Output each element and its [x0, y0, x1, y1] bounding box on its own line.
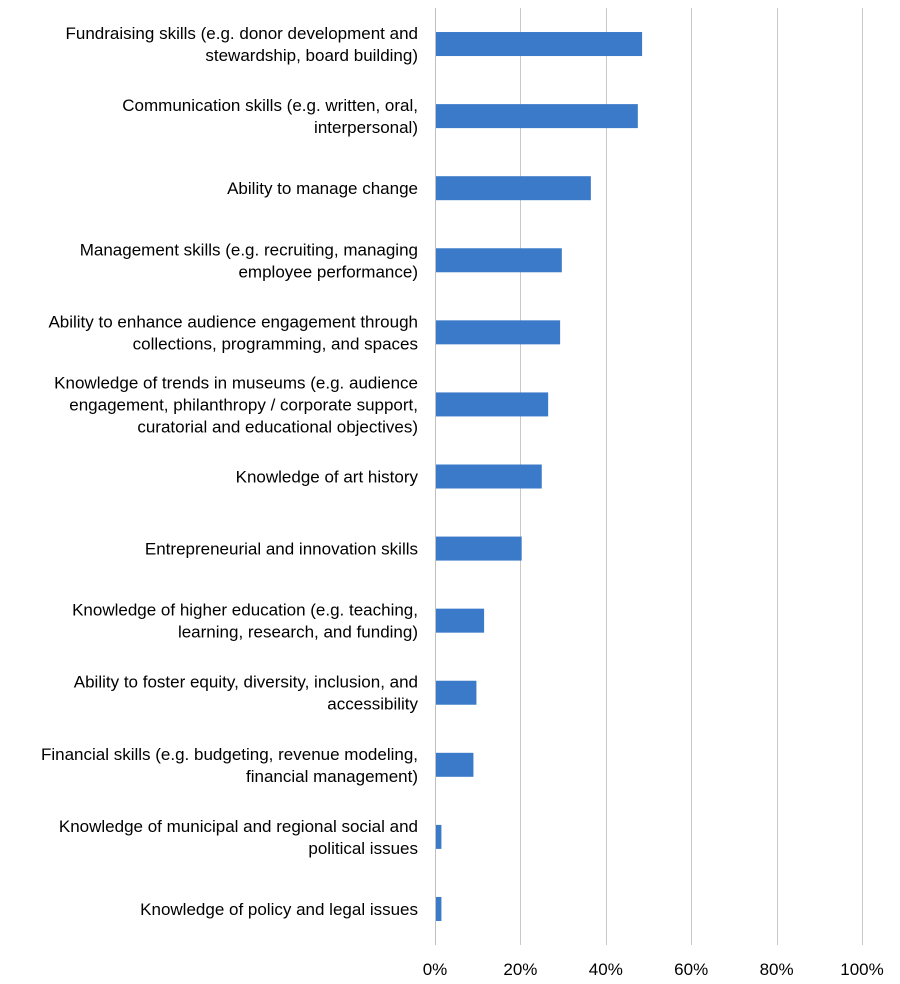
x-tick-label: 80% — [760, 960, 794, 979]
category-label: Knowledge of higher education (e.g. teac… — [72, 601, 418, 642]
category-label: Knowledge of trends in museums (e.g. aud… — [54, 373, 418, 436]
bar — [436, 608, 485, 633]
category-label: Knowledge of art history — [236, 468, 419, 487]
bar — [436, 32, 643, 57]
x-tick-label: 20% — [503, 960, 537, 979]
gridlines — [520, 8, 863, 945]
x-tick-label: 40% — [589, 960, 623, 979]
category-label: Ability to enhance audience engagement t… — [48, 312, 418, 353]
x-tick-label: 100% — [840, 960, 883, 979]
bar — [436, 752, 474, 777]
x-tick-label: 60% — [674, 960, 708, 979]
bar — [436, 104, 638, 129]
bar — [436, 536, 522, 561]
bars — [436, 32, 643, 921]
category-label: Fundraising skills (e.g. donor developme… — [66, 24, 418, 65]
bar — [436, 680, 477, 705]
x-tick-labels: 0% 20% 40% 60% 80% 100% — [423, 960, 884, 979]
bar — [436, 320, 561, 345]
category-label: Financial skills (e.g. budgeting, revenu… — [41, 745, 418, 786]
bar — [436, 896, 442, 921]
bar — [436, 464, 542, 489]
category-label: Knowledge of policy and legal issues — [140, 900, 418, 919]
bar — [436, 176, 591, 201]
bar — [436, 248, 562, 273]
bar — [436, 392, 549, 417]
category-label: Communication skills (e.g. written, oral… — [122, 96, 418, 137]
category-label: Entrepreneurial and innovation skills — [145, 540, 418, 559]
bar — [436, 824, 442, 849]
category-label: Ability to manage change — [227, 179, 418, 198]
category-labels: Fundraising skills (e.g. donor developme… — [41, 24, 419, 919]
category-label: Knowledge of municipal and regional soci… — [59, 817, 418, 858]
x-tick-label: 0% — [423, 960, 448, 979]
category-label: Management skills (e.g. recruiting, mana… — [80, 240, 418, 281]
category-label: Ability to foster equity, diversity, inc… — [74, 673, 419, 714]
